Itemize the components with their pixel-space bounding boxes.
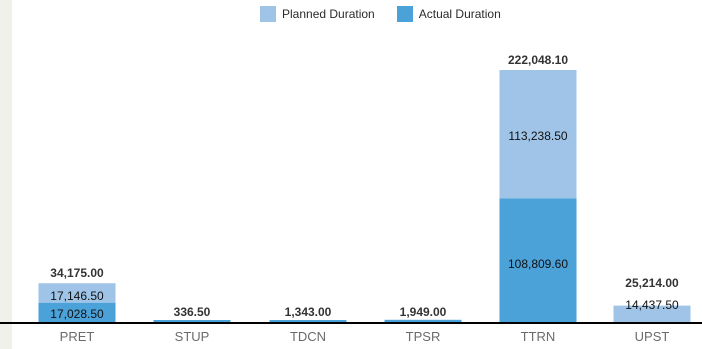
total-label-upst: 25,214.00 xyxy=(625,276,679,290)
bar-planned-pret[interactable] xyxy=(38,283,116,303)
bar-actual-pret[interactable] xyxy=(38,302,116,322)
legend-swatch-actual xyxy=(396,6,413,22)
bar-actual-ttrn[interactable] xyxy=(499,198,577,322)
total-label-tdcn: 1,343.00 xyxy=(285,305,332,319)
total-label-tpsr: 1,949.00 xyxy=(400,305,447,319)
legend-item-actual[interactable]: Actual Duration xyxy=(396,6,501,22)
category-label-pret: PRET xyxy=(60,329,95,344)
category-label-ttrn: TTRN xyxy=(521,329,556,344)
bar-planned-ttrn[interactable] xyxy=(499,70,577,199)
total-label-pret: 34,175.00 xyxy=(50,266,104,280)
segment-label-planned-upst: 14,437.50 xyxy=(625,298,679,312)
segment-label-planned-pret: 17,146.50 xyxy=(50,289,104,303)
left-panel-strip xyxy=(0,0,12,349)
bar-total-stup[interactable] xyxy=(153,320,231,322)
category-label-tpsr: TPSR xyxy=(406,329,441,344)
total-label-stup: 336.50 xyxy=(174,305,211,319)
category-label-upst: UPST xyxy=(635,329,670,344)
segment-label-actual-pret: 17,028.50 xyxy=(50,307,104,321)
segment-label-planned-ttrn: 113,238.50 xyxy=(508,129,567,143)
legend-item-planned[interactable]: Planned Duration xyxy=(260,6,375,22)
chart-legend: Planned Duration Actual Duration xyxy=(260,4,501,24)
legend-swatch-planned xyxy=(260,6,276,22)
bar-total-tpsr[interactable] xyxy=(384,319,462,322)
legend-label-actual: Actual Duration xyxy=(418,7,501,21)
legend-label-planned: Planned Duration xyxy=(282,7,375,21)
category-label-tdcn: TDCN xyxy=(290,329,326,344)
category-label-stup: STUP xyxy=(175,329,210,344)
bar-total-tdcn[interactable] xyxy=(269,320,347,322)
bar-planned-upst[interactable] xyxy=(613,305,691,322)
segment-label-actual-ttrn: 108,809.60 xyxy=(508,257,568,271)
total-label-ttrn: 222,048.10 xyxy=(508,53,568,67)
